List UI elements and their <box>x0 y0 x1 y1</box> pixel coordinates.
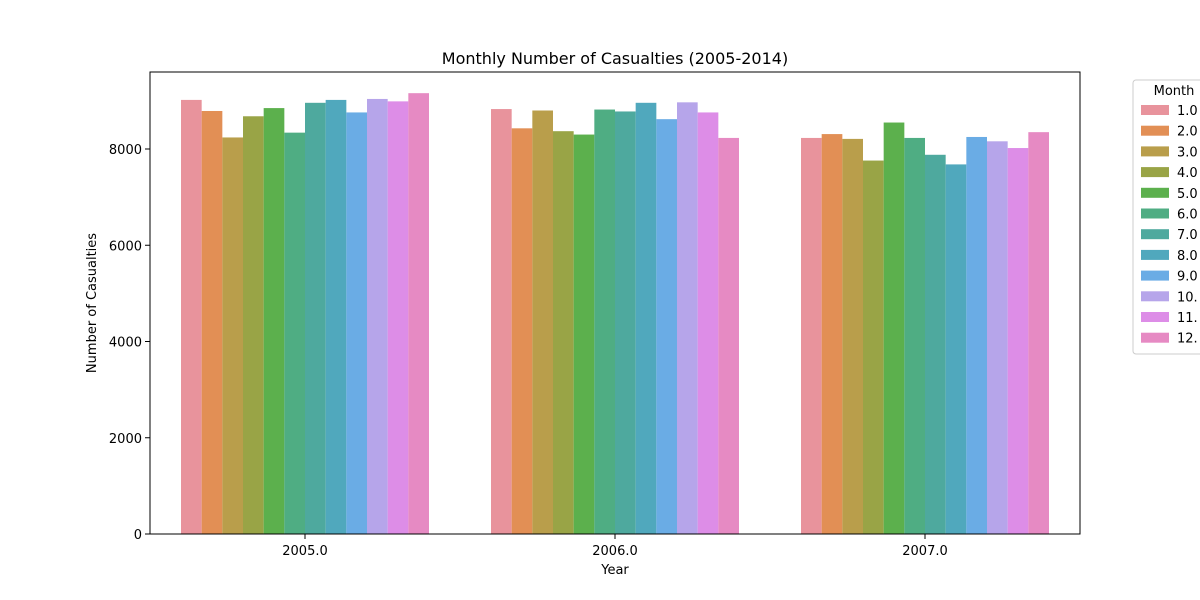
legend-label-6.0: 6.0 <box>1177 208 1198 223</box>
bar-month-5.0-year-2007.0 <box>883 122 905 534</box>
bar-month-7.0-year-2006.0 <box>615 111 636 535</box>
bar-month-4.0-year-2006.0 <box>553 131 574 534</box>
legend: Month 1.02.03.04.05.06.07.08.09.010.11.1… <box>1132 79 1200 355</box>
x-axis-label: Year <box>600 563 629 578</box>
legend-items: 1.0 2.0 3.0 4.0 5.0 6.0 7.0 8.0 9.0 10. 11. 12. <box>1141 104 1198 347</box>
bar-month-7.0-year-2005.0 <box>305 102 326 535</box>
bar-month-8.0-year-2007.0 <box>945 164 967 534</box>
bar-month-9.0-year-2005.0 <box>346 112 367 535</box>
legend-swatch-7.0 <box>1141 229 1169 240</box>
legend-swatch-2.0 <box>1141 125 1169 136</box>
legend-label-3.0: 3.0 <box>1177 145 1198 160</box>
legend-swatch-1.0 <box>1141 105 1169 115</box>
legend-swatch-5.0 <box>1141 187 1169 198</box>
bar-month-2.0-year-2007.0 <box>821 134 843 534</box>
y-tick-label: 0 <box>134 528 142 543</box>
legend-label-8.0: 8.0 <box>1177 249 1198 264</box>
legend-label-1.0: 1.0 <box>1177 104 1198 119</box>
y-tick-label: 6000 <box>109 239 142 254</box>
bar-month-1.0-year-2006.0 <box>491 109 512 534</box>
bar-month-7.0-year-2007.0 <box>925 154 946 534</box>
bar-month-5.0-year-2005.0 <box>263 108 285 534</box>
bar-month-11.0-year-2006.0 <box>697 112 719 535</box>
bar-month-9.0-year-2006.0 <box>656 119 677 534</box>
bar-month-10.0-year-2007.0 <box>987 141 1008 535</box>
bar-month-3.0-year-2005.0 <box>222 137 243 534</box>
bar-month-3.0-year-2006.0 <box>532 110 553 534</box>
bar-month-1.0-year-2007.0 <box>801 137 822 534</box>
x-tick-label: 2005.0 <box>282 544 328 559</box>
bar-month-8.0-year-2005.0 <box>325 99 347 534</box>
y-tick-label: 2000 <box>109 432 142 447</box>
bar-month-6.0-year-2005.0 <box>284 132 305 534</box>
y-tick-label: 4000 <box>109 336 142 351</box>
legend-label-12.0: 12. <box>1177 332 1198 347</box>
bar-month-1.0-year-2005.0 <box>181 99 202 534</box>
y-tick-label: 8000 <box>109 143 142 158</box>
legend-label-11.0: 11. <box>1177 311 1198 326</box>
legend-label-2.0: 2.0 <box>1177 125 1198 140</box>
legend-label-4.0: 4.0 <box>1177 166 1198 181</box>
legend-title: Month <box>1154 84 1195 99</box>
legend-swatch-10.0 <box>1141 291 1169 302</box>
bars-layer <box>181 93 1049 535</box>
legend-swatch-9.0 <box>1141 270 1169 281</box>
bar-month-12.0-year-2006.0 <box>718 137 739 534</box>
legend-label-5.0: 5.0 <box>1177 187 1198 202</box>
y-axis-label: Number of Casualties <box>85 233 100 373</box>
bar-month-12.0-year-2005.0 <box>408 93 429 535</box>
bar-month-11.0-year-2007.0 <box>1007 148 1029 535</box>
bar-month-10.0-year-2005.0 <box>367 98 388 534</box>
bar-month-5.0-year-2006.0 <box>573 134 595 534</box>
chart-title: Monthly Number of Casualties (2005-2014) <box>442 49 788 68</box>
bar-month-6.0-year-2007.0 <box>904 137 925 534</box>
legend-swatch-6.0 <box>1141 208 1169 219</box>
x-tick-label: 2007.0 <box>902 544 948 559</box>
bar-month-11.0-year-2005.0 <box>387 101 409 535</box>
bar-month-3.0-year-2007.0 <box>842 138 863 534</box>
bar-month-2.0-year-2006.0 <box>511 128 533 534</box>
legend-label-7.0: 7.0 <box>1177 228 1198 243</box>
bar-month-12.0-year-2007.0 <box>1028 132 1049 534</box>
bar-month-6.0-year-2006.0 <box>594 109 615 534</box>
legend-swatch-11.0 <box>1141 312 1169 322</box>
x-tick-label: 2006.0 <box>592 544 638 559</box>
bar-month-8.0-year-2006.0 <box>635 102 657 535</box>
y-axis: 0 2000 4000 6000 8000 <box>109 143 150 543</box>
x-axis: 2005.0 2006.0 2007.0 <box>282 534 948 559</box>
legend-swatch-3.0 <box>1141 146 1169 157</box>
legend-swatch-12.0 <box>1141 332 1169 343</box>
bar-month-2.0-year-2005.0 <box>201 110 223 534</box>
bar-month-10.0-year-2006.0 <box>677 102 698 534</box>
legend-swatch-8.0 <box>1141 249 1169 260</box>
bar-month-4.0-year-2005.0 <box>243 116 264 535</box>
bar-month-4.0-year-2007.0 <box>863 160 884 535</box>
bar-month-9.0-year-2007.0 <box>966 136 987 534</box>
legend-swatch-4.0 <box>1141 167 1169 178</box>
legend-label-10.0: 10. <box>1177 290 1198 305</box>
legend-label-9.0: 9.0 <box>1177 270 1198 285</box>
